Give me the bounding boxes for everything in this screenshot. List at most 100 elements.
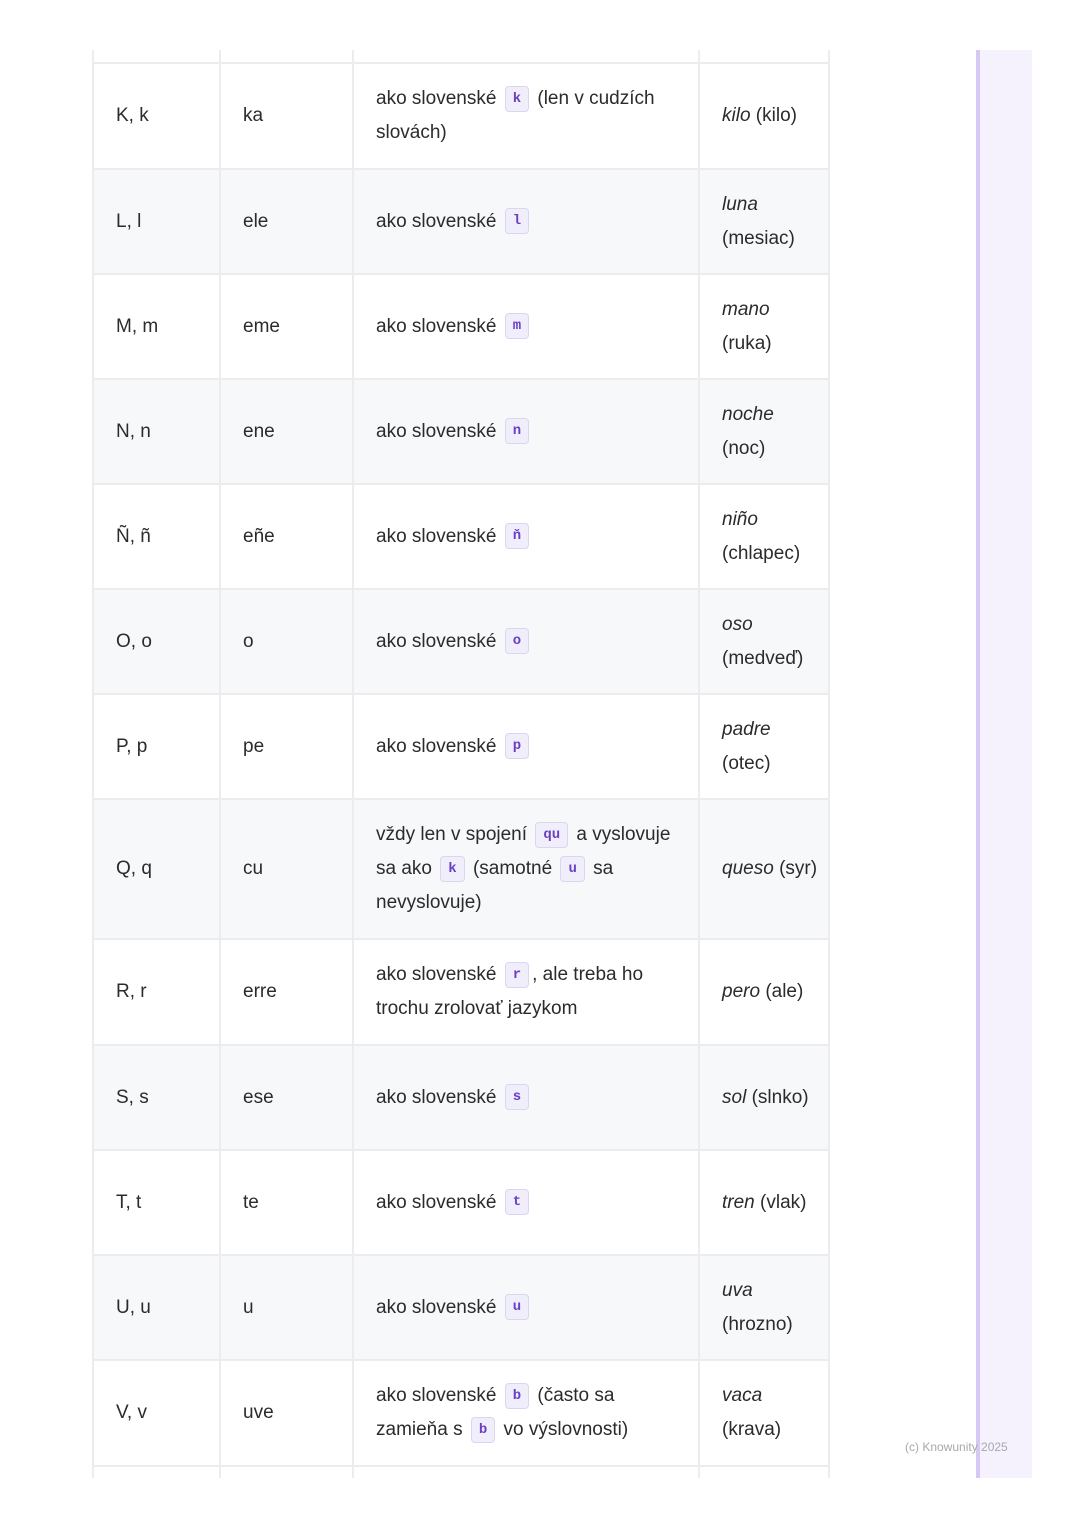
example-cell: noche (noc)	[700, 380, 828, 483]
text-segment: ako slovenské	[376, 420, 502, 442]
name-cell: u	[221, 1256, 354, 1359]
letter-name: erre	[243, 981, 277, 1002]
letter-cell: R, r	[94, 940, 221, 1044]
pronunciation-cell: ako slovenské s	[354, 1046, 700, 1149]
letter: V, v	[116, 1402, 147, 1423]
table-row: P, p pe ako slovenské p padre (otec)	[94, 695, 828, 800]
code-token: k	[504, 85, 530, 112]
scroll-sidebar	[976, 50, 1032, 1478]
letter-name: pe	[243, 735, 265, 757]
table-row: K, k ka ako slovenské k (len v cudzích slo…	[94, 64, 828, 170]
table-row: U, u u ako slovenské u uva (hrozno)	[94, 1256, 828, 1361]
example-word: mano	[722, 298, 770, 320]
example-word: queso	[722, 858, 774, 879]
example-cell: luna (mesiac)	[700, 170, 828, 273]
code-token: r	[504, 961, 530, 988]
name-cell: ele	[221, 170, 354, 273]
code-token: o	[504, 628, 530, 655]
name-cell: te	[221, 1151, 354, 1254]
translation: (syr)	[779, 858, 818, 879]
translation: (slnko)	[751, 1086, 809, 1108]
name-cell: ese	[221, 1046, 354, 1149]
pronunciation-cell: ako slovenské p	[354, 695, 700, 798]
code-token: t	[504, 1189, 530, 1216]
table-row: S, s ese ako slovenské s sol (slnko)	[94, 1046, 828, 1151]
example-cell: padre (otec)	[700, 695, 828, 798]
letter-cell: T, t	[94, 1151, 221, 1254]
translation: (ale)	[765, 981, 804, 1002]
text-segment: vždy len v spojení	[376, 824, 533, 845]
pronunciation-cell: ako slovenské k (len v cudzích slovách)	[354, 64, 700, 168]
pronunciation-text: ako slovenské b (často sa zamieňa s b vo…	[376, 1379, 676, 1447]
text-segment: ako slovenské	[376, 964, 502, 985]
letter: M, m	[116, 315, 159, 337]
text-segment: ako slovenské	[376, 210, 502, 232]
alphabet-table: K, k ka ako slovenské k (len v cudzích slo…	[92, 50, 830, 1478]
translation: (kilo)	[755, 105, 797, 126]
text-segment: ako slovenské	[376, 1191, 502, 1213]
letter: Ñ, ñ	[116, 525, 151, 547]
pronunciation-cell: ako slovenské t	[354, 1151, 700, 1254]
text-segment: sa nevyslovuje)	[376, 858, 614, 913]
text-segment: ako slovenské	[376, 630, 502, 652]
letter-cell: P, p	[94, 695, 221, 798]
letter-name: ka	[243, 105, 264, 126]
name-cell: ene	[221, 380, 354, 483]
example-word: noche	[722, 403, 774, 425]
text-segment: a vyslovuje sa ako	[376, 824, 671, 879]
pronunciation-text: ako slovenské u	[376, 1291, 532, 1325]
example-word: oso	[722, 613, 753, 635]
letter-name: ene	[243, 420, 275, 442]
example-cell: uva (hrozno)	[700, 1256, 828, 1359]
text-segment: ako slovenské	[376, 315, 502, 337]
example-cell: kilo (kilo)	[700, 64, 828, 168]
code-token: n	[504, 418, 530, 445]
example-cell: queso (syr)	[700, 800, 828, 938]
text-segment: ako slovenské	[376, 1385, 502, 1406]
letter-cell: L, l	[94, 170, 221, 273]
pronunciation-text: ako slovenské k (len v cudzích slovách)	[376, 82, 676, 150]
letter-cell: U, u	[94, 1256, 221, 1359]
letter-cell: Q, q	[94, 800, 221, 938]
table-row: V, v uve ako slovenské b (často sa zamieňa…	[94, 1361, 828, 1467]
letter-cell: V, v	[94, 1361, 221, 1465]
example-word: niño	[722, 508, 758, 530]
translation: (mesiac)	[722, 227, 795, 249]
translation: (hrozno)	[722, 1313, 793, 1335]
letter: O, o	[116, 630, 152, 652]
pronunciation-cell: ako slovenské m	[354, 275, 700, 378]
letter-cell: M, m	[94, 275, 221, 378]
letter-name: o	[243, 630, 254, 652]
letter: L, l	[116, 210, 142, 232]
translation: (chlapec)	[722, 542, 801, 564]
example-cell: mano (ruka)	[700, 275, 828, 378]
translation: (noc)	[722, 437, 766, 459]
pronunciation-cell: ako slovenské l	[354, 170, 700, 273]
example-cell: pero (ale)	[700, 940, 828, 1044]
pronunciation-cell: ako slovenské ň	[354, 485, 700, 588]
letter-name: te	[243, 1191, 259, 1213]
letter-name: ele	[243, 210, 269, 232]
table-row: L, l ele ako slovenské l luna (mesiac)	[94, 170, 828, 275]
pronunciation-text: ako slovenské m	[376, 310, 532, 344]
pronunciation-text: vždy len v spojení qu a vyslovuje sa ako…	[376, 818, 676, 920]
copyright: (c) Knowunity 2025	[905, 1440, 1008, 1454]
code-token: p	[504, 733, 530, 760]
name-cell: erre	[221, 940, 354, 1044]
pronunciation-text: ako slovenské n	[376, 415, 532, 449]
text-segment: (často sa zamieňa s	[376, 1385, 615, 1440]
example-word: pero	[722, 981, 761, 1002]
name-cell: eñe	[221, 485, 354, 588]
example-cell: niño (chlapec)	[700, 485, 828, 588]
example-cell: oso (medveď)	[700, 590, 828, 693]
letter-name: cu	[243, 858, 264, 879]
example-word: padre	[722, 718, 771, 740]
pronunciation-cell: ako slovenské r, ale treba ho trochu zro…	[354, 940, 700, 1044]
table-row: N, n ene ako slovenské n noche (noc)	[94, 380, 828, 485]
table-row: Q, q cu vždy len v spojení qu a vyslovuje …	[94, 800, 828, 940]
letter-cell: K, k	[94, 64, 221, 168]
table-row: Ñ, ñ eñe ako slovenské ň niño (chlapec)	[94, 485, 828, 590]
name-cell: eme	[221, 275, 354, 378]
table-row: T, t te ako slovenské t tren (vlak)	[94, 1151, 828, 1256]
code-token: b	[470, 1416, 496, 1443]
